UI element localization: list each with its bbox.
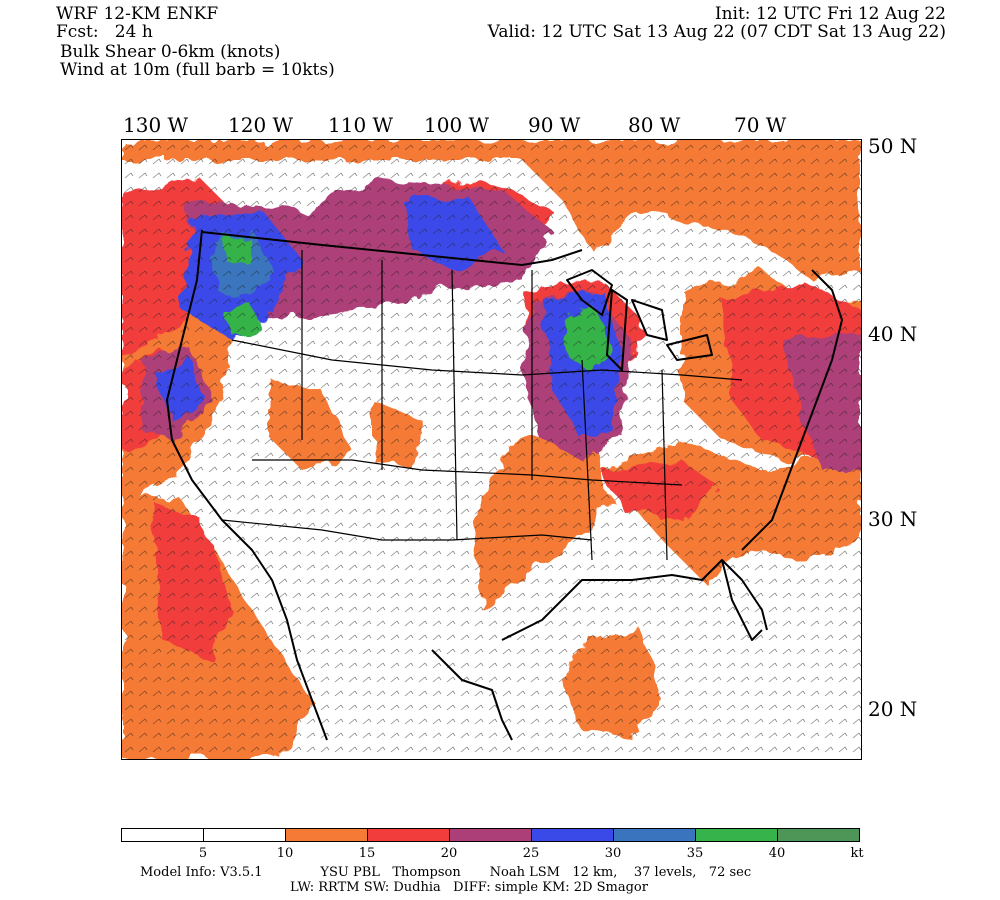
field-title-shear: Bulk Shear 0-6km (knots) — [60, 42, 281, 62]
physics-info: LW: RRTM SW: Dudhia DIFF: simple KM: 2D … — [290, 880, 648, 895]
lon-label-70w: 70 W — [734, 113, 787, 137]
lat-label-20n: 20 N — [868, 697, 918, 721]
model-info: Model Info: V3.5.1 YSU PBL Thompson Noah… — [140, 865, 752, 880]
lon-label-120w: 120 W — [228, 113, 294, 137]
legend-tick-15: 15 — [358, 846, 376, 861]
legend-tick-10: 10 — [276, 846, 294, 861]
legend-bin-5-10 — [204, 829, 286, 841]
legend-bin-20-25 — [450, 829, 532, 841]
lon-label-90w: 90 W — [528, 113, 581, 137]
legend-tick-40: 40 — [768, 846, 786, 861]
legend-bin-15-20 — [368, 829, 450, 841]
valid-time: Valid: 12 UTC Sat 13 Aug 22 (07 CDT Sat … — [487, 22, 946, 42]
wind-barbs — [122, 140, 861, 759]
legend-tick-5: 5 — [198, 846, 208, 861]
legend-tick-35: 35 — [686, 846, 704, 861]
lat-label-30n: 30 N — [868, 507, 918, 531]
legend-tick-25: 25 — [522, 846, 540, 861]
legend-bin-30-35 — [614, 829, 696, 841]
legend-bin-0-5 — [122, 829, 204, 841]
shear-map — [121, 139, 862, 760]
legend-bin-10-15 — [286, 829, 368, 841]
legend-unit: kt — [850, 846, 864, 861]
lon-label-80w: 80 W — [628, 113, 681, 137]
lon-label-100w: 100 W — [424, 113, 490, 137]
model-title: WRF 12-KM ENKF — [56, 4, 219, 24]
lon-label-110w: 110 W — [328, 113, 394, 137]
legend-bin-25-30 — [532, 829, 614, 841]
color-legend — [121, 828, 860, 842]
init-time: Init: 12 UTC Fri 12 Aug 22 — [714, 4, 946, 24]
field-title-wind: Wind at 10m (full barb = 10kts) — [60, 60, 335, 80]
forecast-hour: Fcst: 24 h — [56, 22, 153, 42]
legend-bin-40-plus — [778, 829, 859, 841]
lon-label-130w: 130 W — [123, 113, 189, 137]
map-graphic — [122, 140, 861, 759]
lat-label-50n: 50 N — [868, 134, 918, 158]
legend-tick-20: 20 — [440, 846, 458, 861]
legend-bin-35-40 — [696, 829, 778, 841]
lat-label-40n: 40 N — [868, 322, 918, 346]
legend-tick-30: 30 — [604, 846, 622, 861]
state-borders — [221, 250, 743, 561]
